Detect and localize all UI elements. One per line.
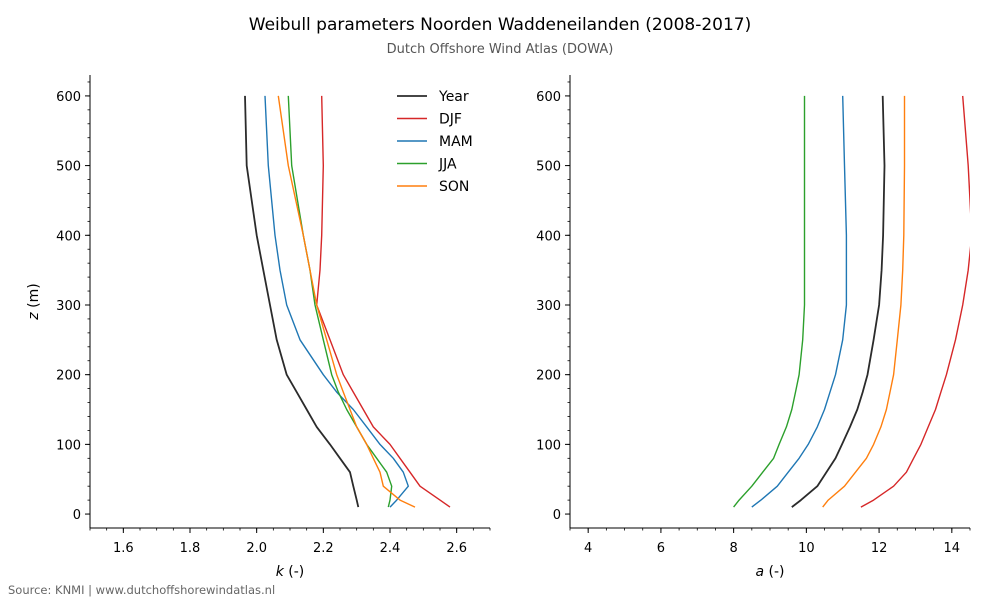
k-panel: 1.6 1.8 2.0 2.2 2.4 2.6 0 100 200 300 400 500 600 k (… bbox=[26, 75, 491, 580]
y-tick-label: 300 bbox=[56, 299, 81, 314]
y-tick-label: 100 bbox=[56, 438, 81, 453]
y-tick-label: 100 bbox=[536, 438, 561, 453]
legend-label-mam: MAM bbox=[439, 134, 473, 150]
x-tick-label: 12 bbox=[871, 541, 888, 556]
y-tick-label: 400 bbox=[56, 229, 81, 244]
x-tick-label: 2.4 bbox=[380, 541, 401, 556]
y-axis-label: z (m) bbox=[26, 283, 42, 320]
y-tick-label: 0 bbox=[73, 508, 81, 523]
series-line-year bbox=[244, 95, 360, 508]
series-line-mam bbox=[751, 95, 848, 508]
series-line-year bbox=[791, 95, 886, 508]
figure-subtitle: Dutch Offshore Wind Atlas (DOWA) bbox=[387, 42, 614, 57]
y-tick-label: 200 bbox=[56, 369, 81, 384]
series-line-djf bbox=[316, 95, 451, 508]
x-tick-label: 14 bbox=[944, 541, 961, 556]
series-line-djf bbox=[860, 95, 970, 508]
a-panel: 4 6 8 10 12 14 0 100 200 300 400 500 600 a (-) bbox=[536, 75, 971, 580]
series-line-son bbox=[277, 95, 416, 508]
x-tick-label: 6 bbox=[657, 541, 665, 556]
y-tick-label: 600 bbox=[536, 90, 561, 105]
figure-title: Weibull parameters Noorden Waddeneilande… bbox=[249, 15, 751, 35]
x-axis-variable: a bbox=[755, 564, 764, 580]
x-tick-label: 2.6 bbox=[446, 541, 467, 556]
legend-label-year: Year bbox=[438, 89, 469, 105]
x-axis-unit: (-) bbox=[284, 564, 304, 580]
series-line-jja bbox=[733, 95, 806, 508]
x-tick-label: 2.2 bbox=[313, 541, 334, 556]
x-tick-label: 2.0 bbox=[246, 541, 267, 556]
x-axis-label: a (-) bbox=[755, 564, 784, 580]
legend: Year DJF MAM JJA SON bbox=[397, 89, 473, 195]
series-line-son bbox=[822, 95, 906, 508]
y-tick-label: 400 bbox=[536, 229, 561, 244]
series-line-mam bbox=[264, 95, 409, 508]
x-tick-label: 10 bbox=[798, 541, 815, 556]
x-tick-label: 4 bbox=[584, 541, 592, 556]
y-tick-label: 0 bbox=[553, 508, 561, 523]
legend-label-son: SON bbox=[439, 179, 469, 195]
x-axis-unit: (-) bbox=[764, 564, 784, 580]
source-note: Source: KNMI | www.dutchoffshorewindatla… bbox=[8, 583, 275, 597]
y-tick-label: 600 bbox=[56, 90, 81, 105]
y-tick-label: 200 bbox=[536, 369, 561, 384]
x-tick-label: 8 bbox=[729, 541, 737, 556]
y-tick-label: 300 bbox=[536, 299, 561, 314]
x-axis-label: k (-) bbox=[276, 564, 305, 580]
x-tick-label: 1.6 bbox=[113, 541, 134, 556]
legend-label-jja: JJA bbox=[438, 157, 457, 173]
y-axis-variable: z bbox=[26, 312, 42, 321]
x-axis-variable: k bbox=[276, 564, 285, 580]
x-tick-label: 1.8 bbox=[180, 541, 201, 556]
legend-label-djf: DJF bbox=[439, 112, 462, 128]
y-tick-label: 500 bbox=[56, 160, 81, 175]
y-axis-unit: (m) bbox=[26, 283, 42, 312]
series-line-jja bbox=[287, 95, 393, 508]
y-tick-label: 500 bbox=[536, 160, 561, 175]
